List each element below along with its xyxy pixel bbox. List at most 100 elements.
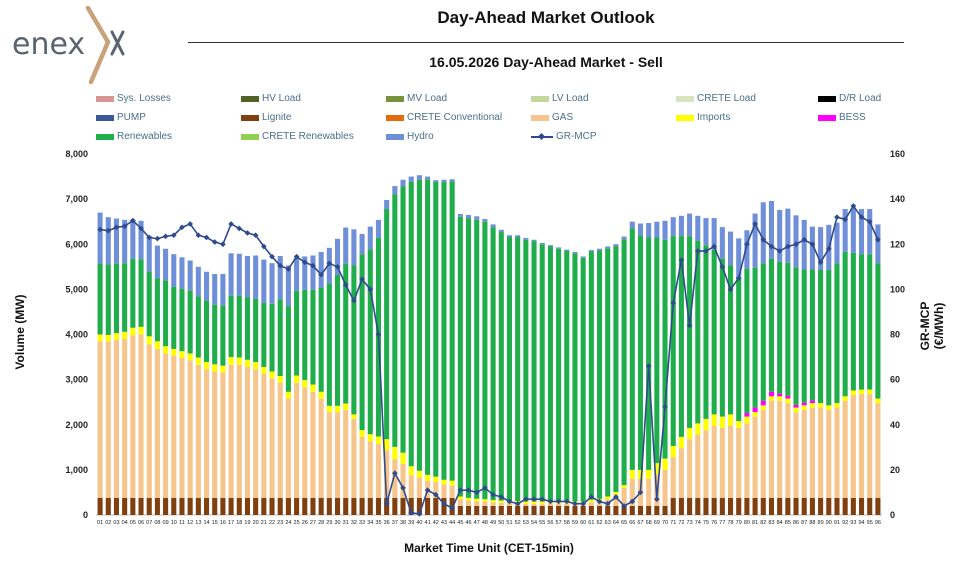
legend-label: Imports <box>697 112 731 123</box>
bar-renewables <box>392 194 398 447</box>
legend-item-gr-mcp: GR-MCP <box>531 131 597 142</box>
x-tick-label: 49 <box>490 520 496 526</box>
bar-renewables <box>302 289 308 381</box>
point-gr-mcp <box>678 257 685 263</box>
bar-imports <box>777 396 783 401</box>
bar-lignite <box>646 505 652 515</box>
bar-imports <box>179 351 185 358</box>
bar-imports <box>875 398 881 404</box>
bar-lignite <box>334 497 341 515</box>
bar-gas <box>482 501 488 506</box>
point-gr-mcp <box>654 496 660 503</box>
bar-imports <box>588 499 594 503</box>
bar-gas <box>244 366 251 498</box>
point-gr-mcp <box>121 223 128 230</box>
bar-gas <box>834 407 840 498</box>
x-tick-label: 51 <box>506 520 512 526</box>
line-gr-mcp <box>99 204 879 515</box>
bar-gas <box>588 502 594 506</box>
point-gr-mcp <box>301 259 308 266</box>
bar-renewables <box>637 235 644 470</box>
bar-hydro <box>539 242 545 245</box>
bar-lignite <box>547 505 553 515</box>
bar-imports <box>654 463 660 475</box>
bar-renewables <box>474 219 480 499</box>
legend-swatch <box>241 114 259 121</box>
bar-imports <box>441 479 447 485</box>
legend-label: HV Load <box>262 93 301 104</box>
bar-imports <box>670 445 676 458</box>
bar-hydro <box>605 246 611 249</box>
legend-item-crete-renewables: CRETE Renewables <box>241 131 354 142</box>
bar-renewables <box>187 290 193 354</box>
bar-gas <box>662 469 668 506</box>
point-gr-mcp <box>400 485 406 491</box>
y-tick-label-right: 40 <box>890 420 900 430</box>
bar-bess <box>809 400 815 404</box>
bar-renewables <box>875 263 881 399</box>
bar-hydro <box>564 249 570 252</box>
legend-item-hv-load: HV Load <box>241 93 301 104</box>
x-tick-label: 75 <box>703 520 709 526</box>
bar-imports <box>433 476 439 483</box>
bar-lignite <box>294 497 300 515</box>
point-gr-mcp <box>383 500 390 507</box>
bar-hydro <box>187 260 193 291</box>
bar-renewables <box>523 239 529 502</box>
bar-lignite <box>826 497 832 515</box>
bar-imports <box>392 446 398 460</box>
bar-imports <box>842 396 848 401</box>
bar-imports <box>637 469 644 479</box>
bar-gas <box>351 418 357 498</box>
bar-renewables <box>294 290 300 376</box>
bar-lignite <box>228 497 234 515</box>
bar-renewables <box>269 303 275 372</box>
x-tick-label: 83 <box>768 520 774 526</box>
bar-hydro <box>867 209 873 255</box>
bar-imports <box>408 466 414 476</box>
bar-gas <box>375 443 382 498</box>
bar-lignite <box>416 497 422 515</box>
bar-lignite <box>809 497 815 515</box>
bar-hydro <box>457 214 463 217</box>
bar-renewables <box>654 237 660 464</box>
bar-gas <box>695 434 701 498</box>
bar-lignite <box>719 497 725 515</box>
legend-label: D/R Load <box>839 93 882 104</box>
legend-label: GR-MCP <box>556 131 597 142</box>
x-tick-label: 78 <box>727 520 733 526</box>
bar-renewables <box>785 262 791 396</box>
point-gr-mcp <box>138 225 144 232</box>
bar-gas <box>195 364 201 498</box>
bar-gas <box>736 427 742 498</box>
x-tick-label: 57 <box>556 520 562 526</box>
bar-lignite <box>367 497 373 515</box>
x-tick-label: 84 <box>777 520 783 526</box>
bar-hydro <box>392 186 398 195</box>
bar-renewables <box>744 268 750 414</box>
bar-lignite <box>343 497 349 515</box>
bar-lignite <box>842 497 848 515</box>
bar-lignite <box>253 497 259 515</box>
bar-lignite <box>425 497 431 515</box>
bar-lignite <box>752 497 758 515</box>
bar-imports <box>171 348 177 356</box>
bar-renewables <box>253 298 259 363</box>
bar-renewables <box>572 253 578 502</box>
bar-imports <box>818 403 824 408</box>
bar-lignite <box>163 497 169 515</box>
bar-hydro <box>768 200 775 259</box>
legend-item-imports: Imports <box>676 112 730 123</box>
legend-label: GAS <box>552 112 574 123</box>
bar-hydro <box>793 215 799 268</box>
x-tick-label: 62 <box>596 520 602 526</box>
bar-renewables <box>670 236 676 446</box>
x-tick-label: 81 <box>752 520 758 526</box>
bar-gas <box>220 372 226 498</box>
bar-bess <box>785 395 791 399</box>
bar-renewables <box>105 264 111 335</box>
bar-imports <box>277 376 283 383</box>
bar-lignite <box>768 497 775 515</box>
bar-hydro <box>850 207 856 253</box>
bar-imports <box>375 436 382 444</box>
